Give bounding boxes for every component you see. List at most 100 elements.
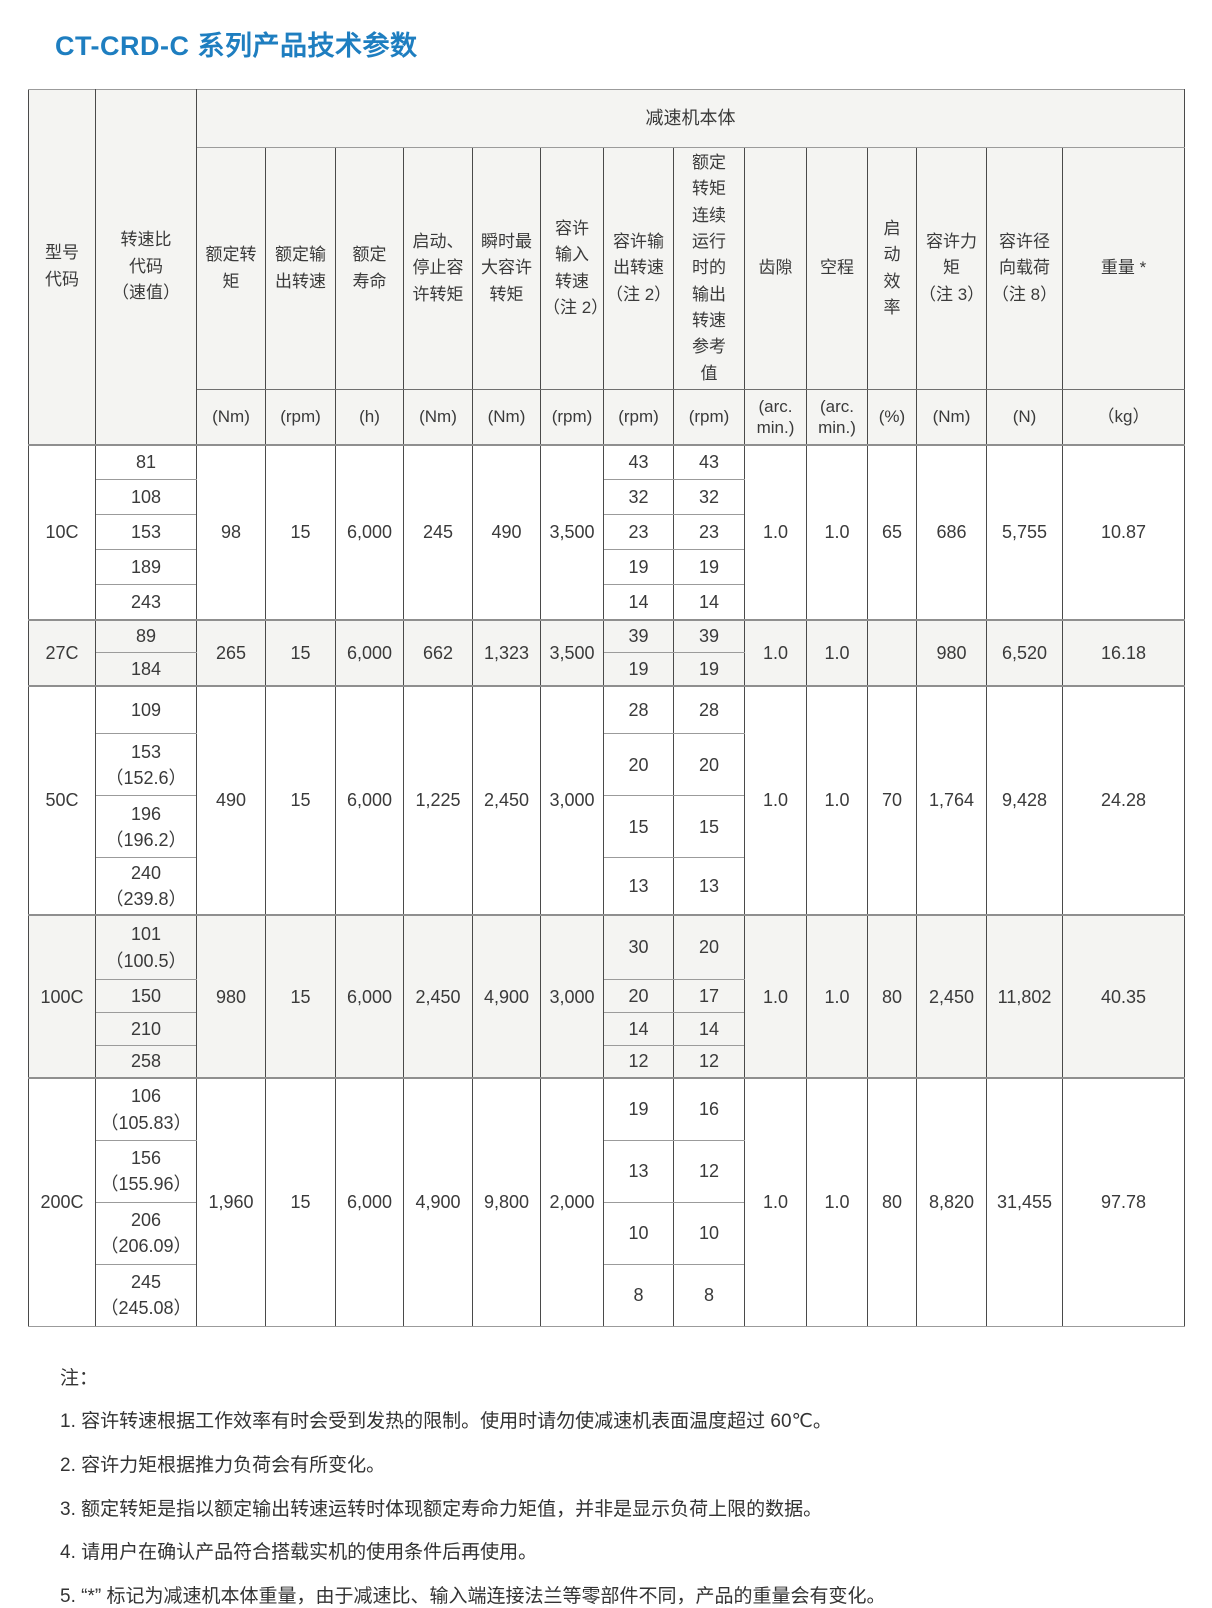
cell-lost-motion: 1.0 (806, 914, 868, 1079)
header-reducer-body: 减速机本体 (195, 89, 1186, 148)
cell-backlash: 1.0 (744, 914, 807, 1079)
table-row: 150 20 17 (29, 978, 1185, 1013)
cell-ratio: 240 （239.8） (95, 857, 197, 916)
cell-allow-output-speed: 19 (603, 1077, 674, 1141)
cell-lost-motion: 1.0 (806, 618, 868, 687)
cell-ratio: 206 （206.09） (95, 1201, 197, 1265)
cell-weight: 40.35 (1061, 914, 1186, 1079)
cell-allow-output-speed: 12 (603, 1044, 674, 1079)
header-rated-life: 额定 寿命 (335, 146, 404, 391)
unit-weight: （kg） (1061, 389, 1186, 446)
cell-rated-torque: 980 (196, 914, 266, 1079)
notes-section: 注： 1. 容许转速根据工作效率有时会受到发热的限制。使用时请勿使减速机表面温度… (60, 1363, 1184, 1608)
cell-ratio: 150 (95, 978, 197, 1013)
cell-start-efficiency (867, 618, 917, 687)
cell-backlash: 1.0 (744, 684, 807, 916)
note-item: 5. “*” 标记为减速机本体重量，由于减速比、输入端连接法兰等零部件不同，产品… (60, 1586, 886, 1608)
cell-model: 10C (28, 443, 96, 621)
cell-allow-output-speed: 14 (603, 584, 674, 621)
cell-start-stop-torque: 245 (403, 443, 473, 621)
header-start-stop-torque: 启动、 停止容 许转矩 (403, 146, 473, 391)
cell-rated-life: 6,000 (335, 914, 404, 1079)
cell-weight: 16.18 (1061, 618, 1186, 687)
header-model-code: 型号 代码 (28, 88, 96, 446)
table-row: 50C 109 490 15 6,000 1,225 2,450 3,000 2… (28, 684, 1186, 916)
unit-allow-output-speed: (rpm) (603, 389, 674, 446)
cell-allow-moment: 1,764 (916, 684, 987, 916)
spec-table: 型号 代码 转速比 代码 （速值） 减速机本体 额定转 矩 额定输 出转速 额定… (28, 88, 1186, 1327)
header-rated-torque: 额定转 矩 (196, 146, 266, 391)
header-rated-output-speed: 额定输 出转速 (265, 146, 336, 391)
cell-rated-output-speed: 15 (265, 914, 336, 1079)
cell-lost-motion: 1.0 (806, 684, 868, 916)
cell-ref-output-speed: 10 (673, 1201, 745, 1265)
unit-ref-output-speed: (rpm) (673, 389, 745, 446)
cell-allow-output-speed: 15 (603, 795, 674, 859)
header-momentary-max-torque: 瞬时最 大容许 转矩 (472, 146, 541, 391)
cell-ref-output-speed: 13 (673, 857, 745, 916)
cell-allow-radial-load: 31,455 (986, 1077, 1063, 1327)
header-backlash: 齿隙 (744, 146, 807, 391)
table-row: 108 32 32 (29, 479, 1185, 516)
cell-ref-output-speed: 23 (673, 514, 745, 551)
cell-allow-output-speed: 30 (603, 914, 674, 980)
cell-allow-moment: 8,820 (916, 1077, 987, 1327)
cell-backlash: 1.0 (744, 443, 807, 621)
cell-rated-output-speed: 15 (265, 684, 336, 916)
table-row: 100C 101 （100.5） 980 15 6,000 2,450 4,90… (28, 914, 1186, 1079)
header-ratio-code: 转速比 代码 （速值） (95, 88, 197, 446)
cell-rated-output-speed: 15 (265, 1077, 336, 1327)
cell-ref-output-speed: 8 (673, 1263, 745, 1327)
cell-start-stop-torque: 2,450 (403, 914, 473, 1079)
cell-rated-life: 6,000 (335, 1077, 404, 1327)
cell-start-efficiency: 70 (867, 684, 917, 916)
cell-lost-motion: 1.0 (806, 443, 868, 621)
cell-ref-output-speed: 39 (673, 618, 745, 654)
cell-weight: 10.87 (1061, 443, 1186, 621)
header-weight: 重量 * (1061, 146, 1186, 391)
unit-start-efficiency: (%) (867, 389, 917, 446)
cell-ref-output-speed: 19 (673, 652, 745, 687)
cell-start-efficiency: 65 (867, 443, 917, 621)
cell-momentary-max-torque: 490 (472, 443, 541, 621)
cell-ref-output-speed: 20 (673, 733, 745, 797)
cell-momentary-max-torque: 2,450 (472, 684, 541, 916)
cell-ref-output-speed: 14 (673, 1011, 745, 1046)
cell-rated-life: 6,000 (335, 443, 404, 621)
cell-weight: 97.78 (1061, 1077, 1186, 1327)
cell-model: 50C (28, 684, 96, 916)
header-allow-radial-load: 容许径 向载荷 （注 8） (986, 146, 1063, 391)
cell-rated-torque: 98 (196, 443, 266, 621)
cell-allow-output-speed: 19 (603, 549, 674, 586)
cell-ratio: 89 (95, 618, 197, 654)
table-row: 27C 89 265 15 6,000 662 1,323 3,500 39 3… (28, 618, 1186, 687)
cell-allow-output-speed: 13 (603, 1139, 674, 1203)
cell-allow-input-speed: 3,500 (540, 443, 604, 621)
cell-rated-output-speed: 15 (265, 618, 336, 687)
cell-allow-moment: 686 (916, 443, 987, 621)
header-lost-motion: 空程 (806, 146, 868, 391)
cell-rated-torque: 490 (196, 684, 266, 916)
unit-rated-torque: (Nm) (196, 389, 266, 446)
cell-ratio: 189 (95, 549, 197, 586)
cell-ref-output-speed: 12 (673, 1044, 745, 1079)
cell-allow-moment: 2,450 (916, 914, 987, 1079)
cell-allow-radial-load: 11,802 (986, 914, 1063, 1079)
cell-ref-output-speed: 15 (673, 795, 745, 859)
table-row: 245 （245.08） 8 8 (29, 1263, 1185, 1327)
cell-lost-motion: 1.0 (806, 1077, 868, 1327)
cell-ref-output-speed: 43 (673, 443, 745, 481)
cell-ref-output-speed: 19 (673, 549, 745, 586)
cell-start-efficiency: 80 (867, 1077, 917, 1327)
cell-ref-output-speed: 12 (673, 1139, 745, 1203)
table-row: 258 12 12 (29, 1044, 1185, 1079)
table-row: 153 （152.6） 20 20 (29, 733, 1185, 797)
note-item: 1. 容许转速根据工作效率有时会受到发热的限制。使用时请勿使减速机表面温度超过 … (60, 1410, 832, 1432)
cell-model: 27C (28, 618, 96, 687)
cell-ratio: 153 （152.6） (95, 733, 197, 797)
cell-model: 100C (28, 914, 96, 1079)
cell-allow-input-speed: 3,500 (540, 618, 604, 687)
page-title: CT-CRD-C 系列产品技术参数 (55, 31, 418, 61)
cell-ratio: 106 （105.83） (95, 1077, 197, 1141)
unit-backlash: (arc. min.) (744, 389, 807, 446)
